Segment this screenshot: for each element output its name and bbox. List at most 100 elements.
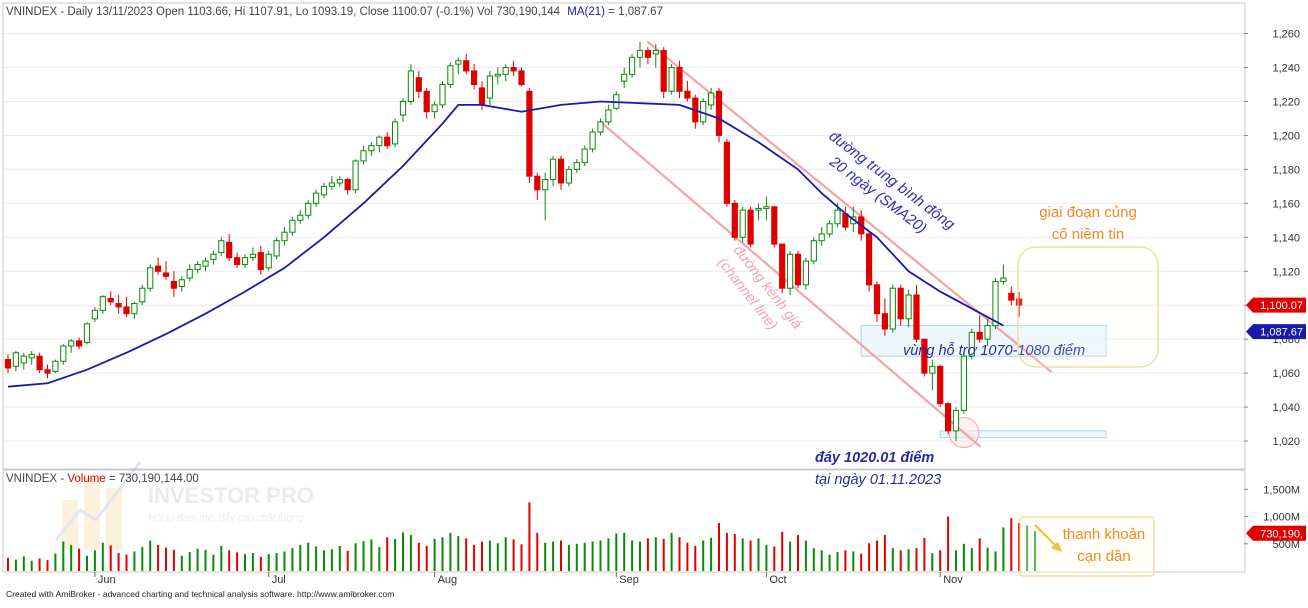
candle [463, 53, 470, 75]
volume-bar [101, 542, 104, 571]
candle [234, 252, 241, 268]
candle [550, 155, 557, 187]
candle-body [1008, 292, 1015, 301]
volume-bar [157, 544, 160, 571]
candle-body [952, 409, 960, 432]
candle [60, 344, 67, 365]
candle [976, 315, 983, 343]
candle [107, 291, 114, 306]
volume-bar [38, 558, 41, 571]
candle-body [447, 65, 454, 86]
volume-bar [678, 537, 681, 571]
candle-body [629, 56, 636, 75]
candle-body [984, 325, 991, 340]
candle-body [747, 209, 754, 245]
volume-bar [354, 543, 357, 571]
candle-body [226, 241, 233, 259]
candle [407, 64, 414, 105]
candle [447, 62, 454, 88]
candle-body [573, 162, 580, 170]
candle [565, 166, 572, 187]
volume-bar [141, 547, 144, 571]
volume-bar [251, 553, 254, 571]
volume-bar [1018, 523, 1021, 571]
candle-body [1000, 277, 1007, 282]
volume-bar [362, 541, 365, 571]
volume-bar [615, 533, 618, 571]
volume-bar [567, 544, 570, 571]
candle-body [581, 148, 588, 164]
volume-bar [30, 560, 33, 571]
candle-body [178, 279, 185, 288]
candle-body [139, 287, 146, 303]
candle [273, 237, 280, 260]
candle-body [921, 338, 928, 374]
candle [826, 220, 833, 238]
candle-body [384, 136, 391, 147]
candle-body [763, 206, 770, 209]
candle-body [281, 231, 288, 242]
candle [281, 227, 288, 246]
footer-credit: Created with AmiBroker - advanced charti… [6, 589, 394, 599]
candle-body [644, 50, 651, 58]
candle-body [360, 150, 367, 162]
candle [960, 352, 967, 414]
volume-bar [883, 535, 886, 571]
candle-body [20, 355, 27, 364]
candle-body [715, 90, 723, 136]
volume-bar [125, 554, 128, 571]
volume-bar [488, 540, 491, 571]
candle [715, 87, 723, 143]
candle [147, 264, 154, 292]
candle-body [44, 369, 51, 374]
volume-bar [291, 548, 294, 571]
volume-bar [496, 543, 499, 571]
candle [210, 250, 217, 265]
volume-bar [346, 550, 349, 571]
candle-body [76, 340, 83, 347]
volume-bar [386, 537, 389, 571]
volume-badge: 730,190, [1260, 528, 1303, 540]
liquidity-box [1019, 516, 1155, 577]
candle [668, 64, 675, 95]
candle [471, 64, 478, 90]
candle [605, 104, 612, 126]
price-tick-label: 1,020 [1272, 436, 1300, 448]
candle [202, 257, 209, 272]
candle-body [155, 265, 162, 272]
candle [455, 57, 462, 75]
volume-bar [868, 543, 871, 571]
support-zone [860, 325, 1107, 357]
candle-body [478, 87, 486, 106]
candle [494, 67, 501, 85]
volume-bar [504, 537, 507, 571]
volume-bar [338, 545, 341, 571]
volume-header: VNINDEX - Volume = 730,190,144.00 [6, 473, 199, 485]
volume-bar [654, 537, 657, 571]
volume-bar [931, 553, 934, 571]
candle-body [526, 90, 533, 177]
candle [660, 47, 667, 99]
volume-bar [204, 549, 207, 571]
volume-bar [528, 502, 531, 571]
volume-bar [773, 546, 776, 571]
candle [12, 351, 19, 372]
volume-bar [844, 550, 847, 571]
candle-body [36, 355, 43, 371]
candle [747, 206, 754, 248]
candle [83, 322, 91, 345]
candle-body [771, 206, 778, 245]
volume-bar [54, 553, 57, 571]
candle [76, 337, 83, 350]
candle [771, 206, 778, 248]
candles [4, 42, 1023, 442]
watermark-bar-icon [62, 500, 78, 550]
candle [289, 216, 296, 236]
volume-bar [165, 547, 167, 571]
candle [518, 67, 525, 87]
candle [542, 172, 549, 221]
candle-body [4, 359, 12, 369]
volume-bar [907, 549, 910, 571]
volume-bar [1026, 525, 1029, 571]
volume-bar [560, 540, 562, 571]
